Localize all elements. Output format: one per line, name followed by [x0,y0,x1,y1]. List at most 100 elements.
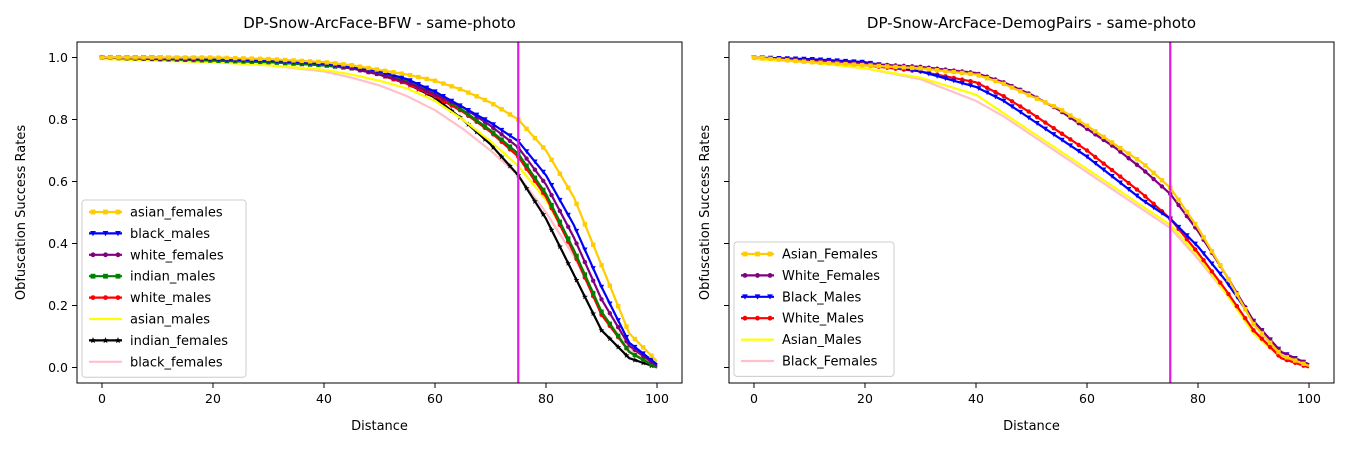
data-point [976,86,982,91]
data-point [491,130,496,135]
data-point [407,81,413,86]
data-point [959,77,965,82]
data-point [1018,89,1023,94]
data-point [1159,184,1165,189]
data-point [607,283,613,288]
data-point [149,55,155,60]
data-point [524,156,529,161]
data-point [793,58,798,64]
legend-item: Black_Females [741,355,878,370]
data-point [1234,292,1240,297]
legend-marker [115,295,121,300]
data-point [785,58,790,63]
data-point [1192,241,1198,247]
data-point [374,71,379,77]
data-point [1084,148,1090,153]
data-point [1034,96,1040,101]
data-point [1276,349,1281,355]
data-point [934,68,940,73]
x-tick-label: 80 [1190,391,1206,406]
x-tick-label: 0 [750,391,758,406]
data-point [1093,154,1098,160]
data-point [598,327,605,333]
data-point [632,336,638,342]
legend-label: indian_males [130,270,216,285]
data-point [532,135,538,141]
data-point [1218,263,1223,268]
legend-marker [90,273,96,279]
chart-demogpairs: DP-Snow-ArcFace-DemogPairs - same-photo 0… [698,14,1335,434]
data-point [1101,161,1106,166]
data-point [1217,271,1223,277]
data-point [1193,221,1198,227]
x-tick-label: 20 [857,391,873,406]
legend-marker [102,337,109,344]
data-point [124,55,130,60]
legend-item: White_Females [741,269,880,284]
legend-marker [742,315,748,321]
data-point [549,202,554,208]
data-point [299,58,304,64]
data-point [1259,336,1265,341]
data-point [491,125,496,131]
data-point [1176,197,1181,202]
data-point [631,356,638,363]
data-point [499,137,504,142]
data-point [1042,126,1049,132]
y-tick-label: 0.6 [48,174,68,189]
data-point [482,97,488,103]
x-tick-label: 0 [98,391,106,406]
data-point [632,352,638,358]
data-point [1159,210,1165,216]
data-point [984,76,990,81]
legend-item: asian_males [89,313,210,328]
data-point [457,106,463,111]
data-point [324,60,329,65]
data-point [549,192,554,198]
data-point [582,247,588,253]
data-point [241,56,246,61]
chart-title: DP-Snow-ArcFace-DemogPairs - same-photo [867,14,1196,32]
data-point [1109,140,1115,145]
data-point [581,293,588,300]
legend-label: black_females [130,355,223,370]
y-tick-label: 0.0 [48,360,68,375]
y-tick-label: 1.0 [48,50,68,65]
data-point [382,73,388,79]
data-point [599,309,604,314]
data-point [768,56,773,62]
data-point [498,153,505,160]
data-point [482,117,488,123]
data-point [1226,291,1231,297]
legend-item: black_males [89,227,210,242]
data-point [1092,161,1098,166]
data-point [615,343,622,350]
data-point [640,357,646,362]
data-point [1109,167,1115,173]
legend-marker [767,251,773,257]
data-point [826,61,832,66]
data-point [1150,205,1157,211]
data-point [1151,201,1156,207]
data-point [415,81,421,87]
data-point [751,55,757,60]
data-point [541,187,546,193]
data-point [399,71,404,76]
data-point [416,85,421,90]
data-point [1076,148,1082,154]
data-point [399,75,405,81]
data-point [1126,180,1131,186]
x-tick-label: 100 [645,391,669,406]
data-point [818,60,823,65]
legend-marker [102,231,109,237]
data-point [1009,85,1015,90]
legend-marker [754,294,761,300]
data-point [632,344,638,350]
data-point [1184,209,1190,215]
legend-item: asian_females [89,206,223,221]
legend-label: Black_Females [782,355,878,370]
legend-marker [90,231,96,237]
legend-marker [742,251,748,257]
data-point [1292,358,1298,363]
data-point [1251,328,1256,333]
